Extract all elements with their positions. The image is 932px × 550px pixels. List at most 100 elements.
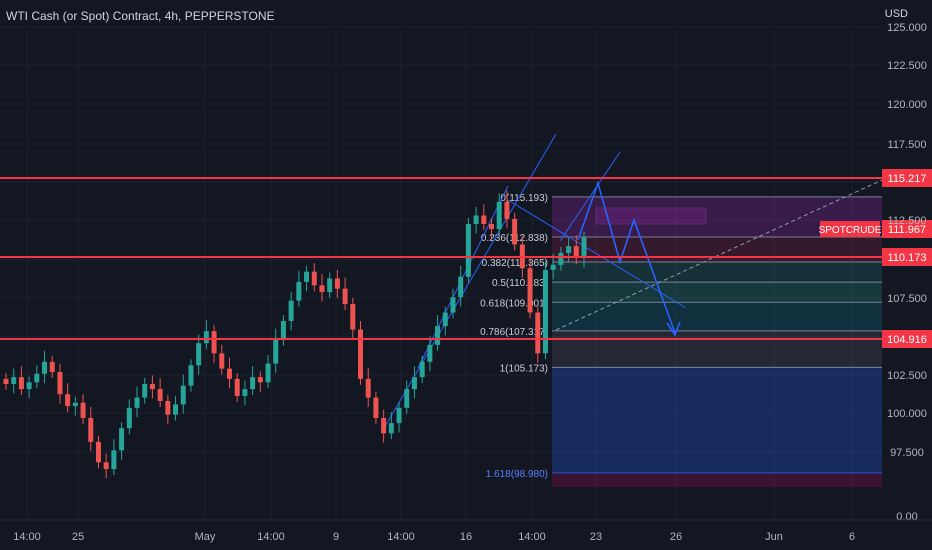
candle [435,315,441,351]
x-tick-label: 14:00 [518,531,546,543]
y-tick-label: 122.500 [887,60,927,72]
candle [18,366,24,396]
y-tick-label: 107.500 [887,293,927,305]
candle [288,292,294,331]
candle [396,401,402,433]
candle [573,235,579,264]
x-tick-label: Jun [765,531,783,543]
candle [219,344,225,375]
fib-label: 0.618(109.001) [480,298,548,309]
candle [566,237,572,263]
candle [512,212,518,251]
y-tick-label: 97.500 [890,447,924,459]
fib-label: 0(115.193) [500,193,548,204]
price-axis-badge [882,169,932,187]
candle [542,261,548,360]
candle [473,206,479,234]
y-tick-label: 117.500 [888,139,927,151]
candle [404,380,410,414]
x-tick-label: 25 [72,531,84,543]
candle [458,265,464,307]
y-tick-label: 0.00 [896,511,917,523]
candle [49,355,55,379]
y-tick-label: 102.500 [887,370,927,382]
x-tick-label: 9 [333,531,339,543]
target-box [595,207,707,225]
candle [149,375,155,399]
candle [111,439,117,476]
candle [26,376,32,399]
candle [527,257,533,319]
candle [273,328,279,373]
channel-line [559,151,621,242]
candle [535,306,541,363]
trend-line-dashed [555,179,883,331]
candle [550,253,556,280]
candle [157,378,163,407]
candle [250,366,256,396]
candle [11,368,17,394]
x-tick-label: 14:00 [387,531,415,543]
fib-zone [552,236,882,262]
candle [103,453,109,479]
candle [226,357,232,389]
fib-zone [552,330,882,368]
candle [203,320,209,350]
candle [65,383,71,413]
price-axis-badge [882,248,932,266]
candle [558,246,564,271]
candle [311,263,317,292]
candle [119,422,125,460]
candle [381,409,387,443]
fib-zone [552,472,882,487]
candle [280,315,286,346]
candle [34,365,40,389]
candle [465,218,471,283]
candle [57,363,63,404]
candle [442,306,448,336]
candle [319,274,325,302]
candle [304,265,310,292]
candle [350,298,356,339]
projection-arrowhead [666,321,681,337]
candle [296,270,302,307]
level-price-label: 115.217 [888,173,927,185]
candle [173,395,179,421]
candle [126,399,132,435]
candle [134,386,140,418]
y-tick-label: 112.500 [888,215,927,227]
y-tick-label: 125.000 [887,22,927,34]
candle [3,372,9,390]
candle [234,372,240,402]
candle [365,367,371,407]
fib-zone [552,367,882,473]
fib-label: 0.5(110.183) [492,278,548,289]
candle [388,412,394,440]
symbol-label: SPOTCRUDE [819,225,882,236]
channel-line [507,199,687,309]
candle [80,394,86,424]
x-tick-label: 16 [460,531,472,543]
symbol-badge [820,221,880,237]
fib-label: 0.786(107.317) [480,327,548,338]
fib-zone [552,302,882,331]
candle [242,380,248,406]
candle [327,272,333,299]
candle [481,204,487,230]
candle [42,350,48,384]
candle [373,391,379,424]
candle [257,371,263,392]
price-axis-badge [882,330,932,348]
fib-zone [552,282,882,303]
candle [188,359,194,392]
level-price-label: 110.173 [888,252,927,264]
fib-label: 0.382(111.365) [482,258,548,269]
candle [265,355,271,389]
candle [95,435,101,469]
candle [358,321,364,385]
fib-label: 1(105.173) [500,363,548,374]
trend-line [382,133,557,431]
x-tick-label: 14:00 [13,531,41,543]
